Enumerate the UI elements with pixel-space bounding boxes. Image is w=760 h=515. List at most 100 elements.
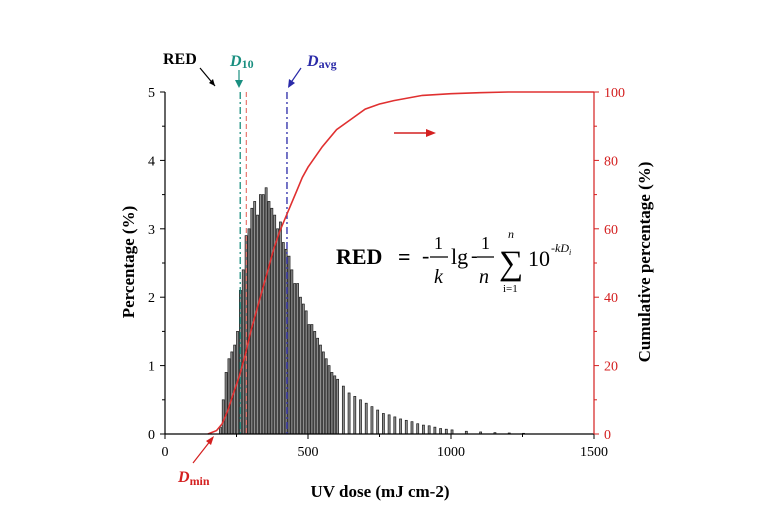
histogram-bar <box>324 358 328 435</box>
histogram-bar <box>321 351 325 435</box>
histogram-bar <box>336 378 340 435</box>
equation-minus2: - <box>471 245 478 267</box>
dmin-label: Dmin <box>177 469 210 488</box>
histogram-bar <box>221 399 225 435</box>
right-axis-arrow-head <box>426 129 436 137</box>
histogram-bar <box>267 201 271 435</box>
histogram-bar <box>347 392 351 435</box>
histogram-bar <box>444 428 448 435</box>
histogram-bar <box>261 194 265 435</box>
y-right-tick-label: 40 <box>604 291 618 306</box>
cumulative-line <box>207 91 594 435</box>
histogram-bar <box>279 221 282 435</box>
histogram-bar <box>290 269 294 435</box>
x-tick-label: 1500 <box>580 445 608 460</box>
y-left-axis-title: Percentage (%) <box>119 206 138 319</box>
histogram-bar <box>259 194 262 435</box>
y-right-tick-label: 100 <box>604 86 625 101</box>
histogram-bar <box>359 399 362 435</box>
red-label: RED <box>163 51 197 68</box>
histogram-bar <box>270 207 274 435</box>
histogram-bar <box>422 424 425 435</box>
histogram-bar <box>341 385 345 435</box>
histogram-bar <box>250 207 254 435</box>
histogram-bar <box>382 413 385 435</box>
histogram-bar <box>307 324 311 435</box>
equation-equals: = <box>398 244 411 269</box>
histogram-bar <box>410 421 414 435</box>
histogram-bar <box>439 428 442 435</box>
histogram-bar <box>224 372 228 435</box>
histogram-bar <box>427 425 431 435</box>
equation-sum-bottom: i=1 <box>503 283 518 295</box>
x-tick-label: 500 <box>298 445 319 460</box>
histogram-bar <box>241 269 245 435</box>
y-left-tick-label: 3 <box>148 223 155 238</box>
histogram-bar <box>227 358 231 435</box>
histogram-bar <box>296 283 299 435</box>
equation-sum: ∑ <box>499 245 523 282</box>
histogram-bar <box>301 303 305 435</box>
histogram-bar <box>299 296 302 435</box>
histogram-bar <box>330 372 334 435</box>
histogram-bar <box>304 310 308 435</box>
y-right-axis-title: Cumulative percentage (%) <box>635 162 654 363</box>
histogram-bar <box>364 402 368 435</box>
reference-lines <box>239 92 288 434</box>
dmin-arrow-head <box>206 436 214 445</box>
histogram-bar <box>376 409 380 435</box>
dmin-arrow <box>192 439 212 464</box>
axes <box>160 91 599 439</box>
histogram-bar <box>370 406 374 435</box>
y-left-tick-label: 0 <box>148 428 155 443</box>
y-left-tick-label: 4 <box>148 154 155 169</box>
histogram-bar <box>313 331 317 435</box>
histogram-bar <box>319 344 322 435</box>
y-right-tick-label: 20 <box>604 360 618 375</box>
x-axis-title: UV dose (mJ cm-2) <box>311 482 450 501</box>
y-right-tick-label: 60 <box>604 223 618 238</box>
histogram-bar <box>450 429 454 435</box>
histogram-bar <box>416 423 420 435</box>
equation-frac2-num: 1 <box>481 233 490 253</box>
histogram-bar <box>387 414 391 435</box>
y-right-tick-label: 0 <box>604 428 611 443</box>
equation-ten: 10 <box>528 246 550 271</box>
x-tick-label: 0 <box>162 445 169 460</box>
red-arrow-head <box>209 79 215 86</box>
histogram-bar <box>287 255 291 435</box>
histogram-bar <box>218 426 222 435</box>
histogram-bar <box>404 419 408 435</box>
histogram-bar <box>333 375 337 435</box>
histogram-bars <box>218 187 525 435</box>
histogram-bar <box>293 283 297 435</box>
histogram-bar <box>310 324 314 435</box>
histogram-bar <box>276 228 279 435</box>
x-tick-label: 1000 <box>437 445 465 460</box>
equation-frac1-num: 1 <box>434 233 443 253</box>
histogram-bar <box>281 242 285 435</box>
histogram-bar <box>264 187 268 435</box>
y-left-tick-label: 1 <box>148 360 155 375</box>
equation-frac2-den: n <box>479 266 489 288</box>
y-right-tick-label: 80 <box>604 154 618 169</box>
equation-frac1-den: k <box>434 266 444 288</box>
histogram-bar <box>256 214 259 435</box>
equation-sum-top: n <box>508 227 514 241</box>
d10-arrow-head <box>235 80 243 88</box>
equation-exponent: -kDi <box>551 241 571 257</box>
histogram-bar <box>393 416 397 435</box>
equation-lhs: RED <box>336 244 382 269</box>
histogram-bar <box>353 396 357 435</box>
y-left-tick-label: 5 <box>148 86 155 101</box>
davg-label: Davg <box>306 53 337 71</box>
histogram-bar <box>327 365 331 435</box>
histogram-bar <box>399 418 402 435</box>
histogram-bar <box>316 337 319 435</box>
red-equation: RED = - 1 k lg - 1 n n ∑ i=1 10 -kDi <box>336 227 571 295</box>
histogram-bar <box>433 426 437 435</box>
y-left-tick-label: 2 <box>148 291 155 306</box>
d10-label: D10 <box>229 53 254 71</box>
equation-minus: - <box>422 243 429 268</box>
